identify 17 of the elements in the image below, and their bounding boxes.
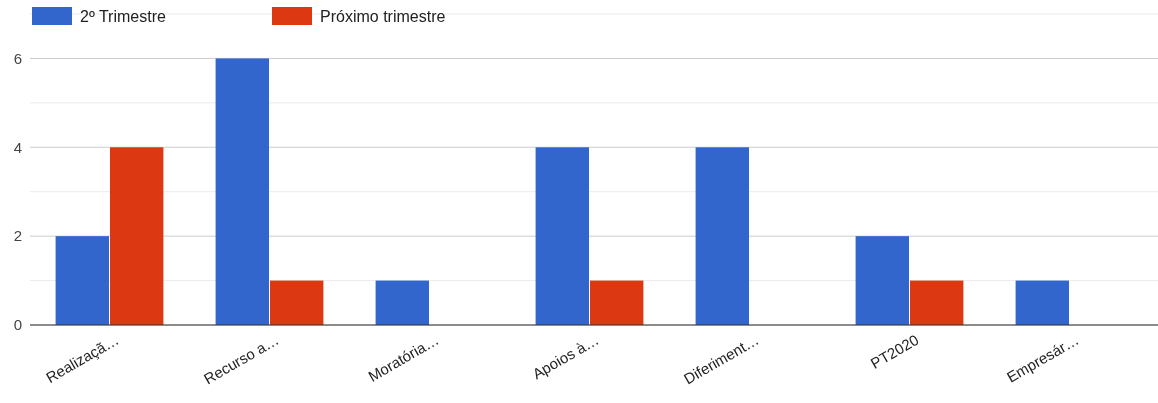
bar	[855, 236, 909, 325]
bar	[110, 147, 164, 325]
bar	[910, 280, 964, 325]
bar	[590, 280, 644, 325]
bar	[55, 236, 109, 325]
y-tick-label: 0	[13, 316, 22, 334]
bar	[375, 280, 429, 325]
bar	[695, 147, 749, 325]
y-tick-label: 2	[13, 227, 22, 245]
bar	[215, 58, 269, 325]
legend-label: Próximo trimestre	[320, 7, 446, 25]
y-tick-label: 6	[13, 49, 22, 67]
bar	[535, 147, 589, 325]
bar	[270, 280, 324, 325]
bar	[1015, 280, 1069, 325]
legend-label: 2º Trimestre	[80, 7, 166, 25]
y-tick-label: 4	[13, 138, 22, 156]
